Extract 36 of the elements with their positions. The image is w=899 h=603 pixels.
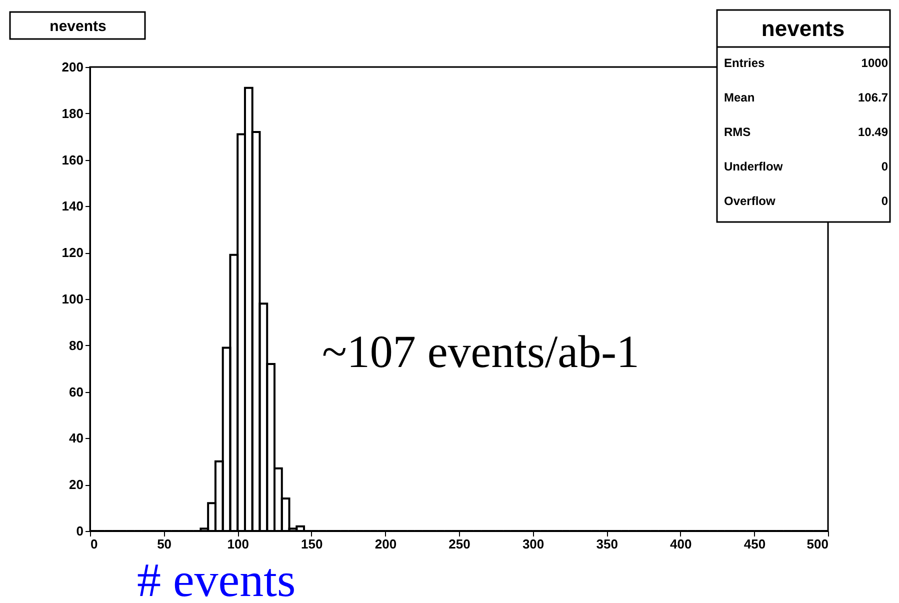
x-tick-label: 450 [744, 536, 766, 552]
x-tick-label: 350 [596, 536, 618, 552]
x-tick-label: 0 [90, 536, 98, 552]
y-tick-label: 60 [69, 384, 84, 400]
annotation: Entries [724, 56, 766, 70]
annotation: Overflow [724, 194, 776, 208]
chart-title: nevents [50, 18, 106, 35]
y-tick-label: 20 [69, 477, 84, 492]
y-tick-label: 120 [62, 245, 84, 260]
x-tick-label: 500 [806, 536, 828, 552]
x-tick-label: 200 [374, 536, 397, 552]
y-tick-label: 0 [76, 524, 84, 538]
y-tick-label: 80 [69, 338, 84, 353]
x-tick-label: 250 [448, 536, 470, 552]
text: 1000 [861, 56, 888, 70]
annotation: RMS [724, 125, 751, 139]
annotation: ~107 events/ab-1 [322, 326, 640, 377]
x-tick-label: 100 [227, 536, 249, 552]
text: 106.7 [858, 90, 888, 104]
y-tick-label: 200 [62, 60, 84, 74]
x-tick-label: 400 [670, 536, 692, 552]
text: nevents [761, 16, 845, 41]
text: 10.49 [858, 125, 888, 139]
y-tick-label: 40 [69, 430, 84, 446]
x-axis-title: # events [137, 554, 296, 603]
y-tick-label: 180 [62, 106, 84, 121]
x-tick-label: 300 [522, 536, 544, 552]
text: 0 [881, 194, 888, 208]
y-tick-label: 160 [62, 152, 84, 168]
text: 0 [881, 160, 888, 174]
x-tick-label: 50 [157, 536, 172, 552]
x-tick-label: 150 [301, 536, 323, 552]
annotation: Mean [724, 90, 755, 104]
y-tick-label: 100 [62, 292, 84, 306]
y-tick-label: 140 [62, 198, 84, 214]
annotation: Underflow [724, 160, 784, 174]
